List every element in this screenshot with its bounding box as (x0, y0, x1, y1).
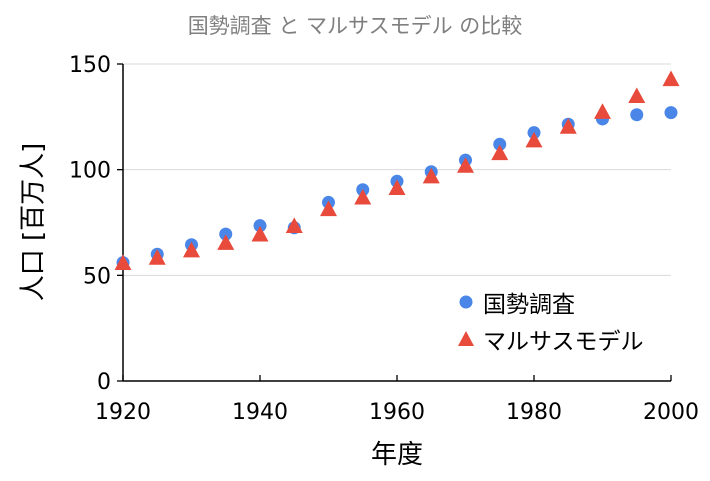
malthus-point (628, 87, 646, 104)
chart-title: 国勢調査 と マルサスモデル の比較 (187, 14, 523, 38)
malthus-point (320, 200, 337, 217)
y-tick-label: 100 (69, 159, 111, 184)
y-tick-label: 50 (83, 264, 111, 289)
census-point (253, 219, 267, 233)
axes (117, 63, 672, 382)
malthus-point (559, 118, 577, 134)
y-tick-labels: 0 50 100 150 (69, 53, 111, 395)
malthus-point (388, 179, 406, 195)
y-axis-label: 人口 [百万人] (18, 142, 49, 302)
malthus-point (285, 217, 303, 234)
y-tick-label: 150 (69, 53, 111, 78)
legend-item-census: 国勢調査 (455, 285, 575, 319)
malthus-point (217, 234, 235, 250)
malthus-point (594, 103, 611, 119)
census-point (493, 137, 507, 151)
x-tick-label: 2000 (643, 400, 699, 425)
x-axis-label: 年度 (370, 440, 423, 470)
malthus-point (662, 70, 680, 87)
gridlines (123, 63, 671, 276)
legend-label-census: 国勢調査 (483, 292, 575, 318)
x-tick-label: 1960 (369, 400, 425, 425)
malthus-point (491, 144, 509, 161)
x-tick-label: 1940 (232, 400, 288, 425)
malthus-point (114, 254, 132, 271)
malthus-point (148, 249, 166, 265)
malthus-point (183, 241, 200, 258)
data-points (114, 70, 680, 271)
census-point (664, 106, 678, 120)
legend-item-malthus: マルサスモデル (455, 322, 644, 356)
census-point (219, 227, 233, 241)
x-tick-label: 1980 (506, 400, 562, 425)
x-tick-label: 1920 (95, 400, 151, 425)
malthus-point (354, 188, 372, 205)
legend-triangle-marker (458, 331, 474, 346)
malthus-point (525, 131, 543, 148)
census-point (630, 108, 644, 122)
legend-circle-marker (459, 295, 473, 309)
x-tick-labels: 1920 1940 1960 1980 2000 (95, 400, 699, 425)
malthus-point (422, 167, 440, 184)
malthus-point (251, 225, 269, 242)
legend-label-malthus: マルサスモデル (483, 329, 644, 355)
y-tick-label: 0 (97, 370, 111, 395)
malthus-point (457, 157, 474, 173)
